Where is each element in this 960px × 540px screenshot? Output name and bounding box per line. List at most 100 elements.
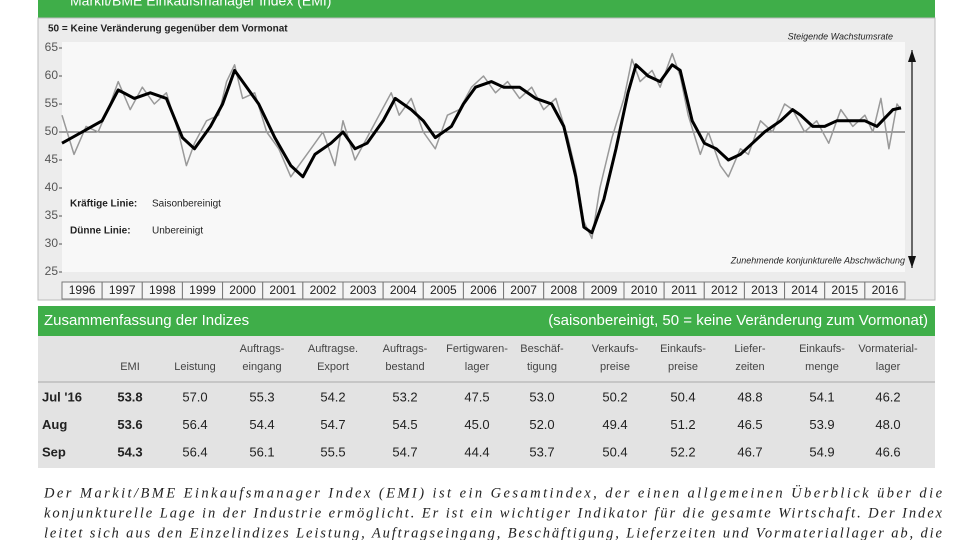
- cell: 46.2: [875, 389, 900, 404]
- row-label: Sep: [42, 444, 66, 459]
- y-tick-label: 30: [45, 236, 59, 250]
- x-tick-label: 2005: [430, 283, 457, 297]
- arrow-up: [908, 50, 916, 62]
- annotation: 50 = Keine Veränderung gegenüber dem Vor…: [48, 24, 288, 35]
- cell: 53.9: [809, 417, 834, 432]
- x-tick-label: 2003: [350, 283, 377, 297]
- x-tick-label: 2013: [751, 283, 778, 297]
- column-header: Leistung: [174, 361, 216, 373]
- x-tick-label: 2009: [591, 283, 618, 297]
- legend-key: Dünne Linie:: [70, 226, 131, 237]
- cell: 45.0: [464, 417, 489, 432]
- x-tick-label: 1997: [109, 283, 136, 297]
- column-header: tigung: [527, 361, 557, 373]
- column-header: Auftrags-: [383, 343, 428, 355]
- cell: 54.7: [392, 444, 417, 459]
- x-tick-label: 2001: [269, 283, 296, 297]
- paragraph-line: konjunkturelle Lage in der Industrie erm…: [44, 505, 943, 521]
- x-tick-box: [864, 281, 906, 300]
- table-bar: [38, 306, 935, 336]
- x-tick-label: 2000: [229, 283, 256, 297]
- column-header: lager: [876, 361, 901, 373]
- cell: 55.5: [320, 444, 345, 459]
- legend-key: Kräftige Linie:: [70, 199, 137, 210]
- cell: 48.0: [875, 417, 900, 432]
- cell: 53.2: [392, 389, 417, 404]
- cell: 54.5: [392, 417, 417, 432]
- cell: 53.6: [117, 417, 142, 432]
- cell: 50.4: [602, 444, 627, 459]
- x-tick-label: 2016: [872, 283, 899, 297]
- column-header: preise: [668, 361, 698, 373]
- cell: 48.8: [737, 389, 762, 404]
- cell: 54.4: [249, 417, 274, 432]
- column-header: bestand: [385, 361, 424, 373]
- column-header: Einkaufs-: [660, 343, 706, 355]
- cell: 46.5: [737, 417, 762, 432]
- x-tick-label: 2014: [791, 283, 818, 297]
- column-header: Fertigwaren-: [446, 343, 508, 355]
- x-tick-label: 2012: [711, 283, 738, 297]
- y-tick-label: 40: [45, 180, 59, 194]
- column-header: lager: [465, 361, 490, 373]
- paragraph: Der Markit/BME Einkaufsmanager Index (EM…: [43, 484, 943, 540]
- column-header: Auftrags-: [240, 343, 285, 355]
- cell: 56.4: [182, 444, 207, 459]
- cell: 51.2: [670, 417, 695, 432]
- x-tick-label: 2008: [550, 283, 577, 297]
- column-header: Einkaufs-: [799, 343, 845, 355]
- y-tick-label: 50: [45, 124, 59, 138]
- cell: 53.8: [117, 389, 142, 404]
- cell: 54.3: [117, 444, 142, 459]
- paragraph-line: Der Markit/BME Einkaufsmanager Index (EM…: [43, 484, 943, 501]
- paragraph-line: leitet sich aus den Einzelindizes Leistu…: [44, 525, 943, 540]
- column-header: Auftragse.: [308, 343, 358, 355]
- cell: 49.4: [602, 417, 627, 432]
- cell: 50.4: [670, 389, 695, 404]
- cell: 44.4: [464, 444, 489, 459]
- y-tick-label: 35: [45, 208, 59, 222]
- cell: 55.3: [249, 389, 274, 404]
- cell: 54.7: [320, 417, 345, 432]
- column-header: eingang: [242, 361, 281, 373]
- cell: 53.7: [529, 444, 554, 459]
- cell: 54.9: [809, 444, 834, 459]
- table: EMI Leistung Auftrags-eingang Auftragse. Exp…: [42, 343, 918, 460]
- x-tick-label: 1996: [69, 283, 96, 297]
- title-bar: [38, 0, 935, 18]
- x-tick-label: 1998: [149, 283, 176, 297]
- cell: 50.2: [602, 389, 627, 404]
- column-header: Beschäf-: [520, 343, 564, 355]
- column-header: preise: [600, 361, 630, 373]
- arrow-down: [908, 256, 916, 268]
- legend-desc: Unbereinigt: [152, 226, 203, 237]
- row-label: Aug: [42, 417, 67, 432]
- chart: 25 30 35 40 45 50 55 60 65 1996 1997 1998 1999 2000 20…: [45, 24, 906, 300]
- y-tick-label: 25: [45, 264, 59, 278]
- annotation: Steigende Wachstumsrate: [788, 31, 893, 41]
- column-header: Vormaterial-: [858, 343, 918, 355]
- cell: 53.0: [529, 389, 554, 404]
- cell: 54.2: [320, 389, 345, 404]
- x-tick-label: 2004: [390, 283, 417, 297]
- cell: 47.5: [464, 389, 489, 404]
- cell: 56.4: [182, 417, 207, 432]
- table-bg: [38, 336, 935, 468]
- x-tick-label: 1999: [189, 283, 216, 297]
- x-tick-label: 2002: [310, 283, 337, 297]
- title: Markit/BME Einkaufsmanager Index (EMI): [70, 0, 331, 9]
- cell: 46.7: [737, 444, 762, 459]
- table-title: Zusammenfassung der Indizes: [44, 312, 249, 329]
- x-tick-label: 2010: [631, 283, 658, 297]
- column-header: menge: [805, 361, 839, 373]
- x-tick-label: 2011: [671, 283, 697, 297]
- column-header: Export: [317, 361, 349, 373]
- plot-area: [62, 42, 905, 272]
- cell: 57.0: [182, 389, 207, 404]
- y-tick-label: 55: [45, 96, 59, 110]
- x-tick-label: 2015: [831, 283, 858, 297]
- annotation: Zunehmende konjunkturelle Abschwächung: [730, 255, 905, 265]
- cell: 52.2: [670, 444, 695, 459]
